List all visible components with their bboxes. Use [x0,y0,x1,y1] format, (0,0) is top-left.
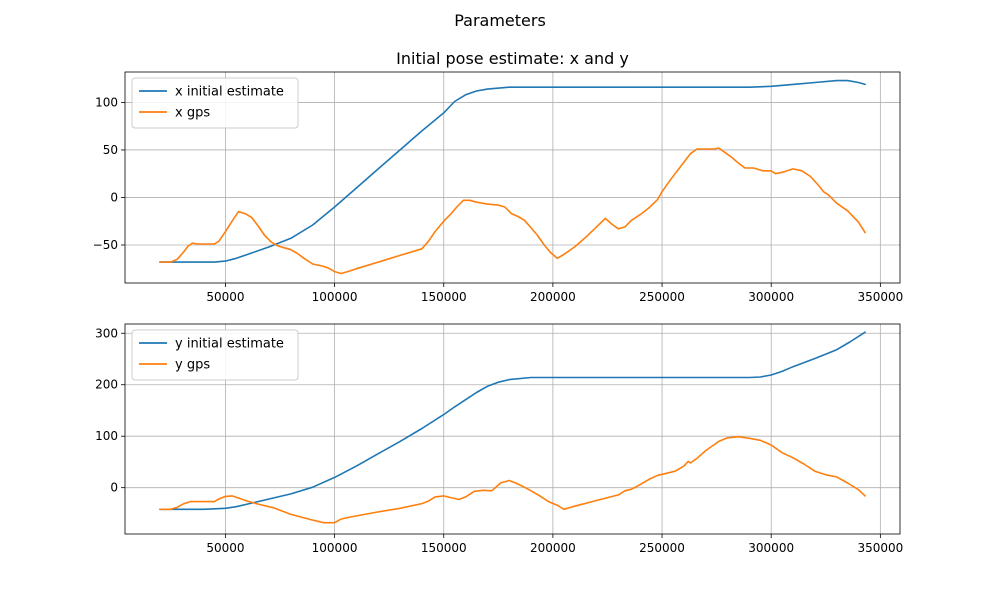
y-tick-label: 300 [95,326,118,340]
y-tick-label: 50 [103,143,118,157]
legend-label: y gps [175,358,210,373]
legend-label: x gps [175,106,210,121]
x-tick-label: 300000 [748,541,794,555]
x-tick-label: 200000 [530,541,576,555]
x-tick-label: 200000 [530,290,576,304]
axes-frame [124,323,901,535]
y-tick-label: 0 [110,190,118,204]
subplot-title: Initial pose estimate: x and y [396,49,629,68]
x-tick-label: 350000 [857,541,903,555]
y-tick-label: −50 [93,238,118,252]
y-tick-label: 0 [110,481,118,495]
legend-label: y initial estimate [175,337,284,352]
x-tick-label: 300000 [748,290,794,304]
legend: y initial estimate y gps [131,329,299,381]
x-tick-label: 50000 [206,541,244,555]
figure-suptitle: Parameters [454,11,546,30]
series-line-x-gps [159,147,866,275]
x-tick-label: 150000 [421,290,467,304]
series-line-x-initial-estimate [159,79,866,263]
y-tick-label: 100 [95,95,118,109]
x-tick-label: 100000 [312,541,358,555]
x-tick-label: 150000 [421,541,467,555]
axes-frame [124,71,901,284]
x-tick-label: 50000 [206,290,244,304]
series-line-y-gps [159,435,866,524]
x-tick-label: 250000 [639,541,685,555]
y-tick-label: 200 [95,378,118,392]
legend-label: x initial estimate [175,85,284,100]
legend-box [131,77,299,129]
x-tick-label: 350000 [857,290,903,304]
subplot-x-initial-pose: 50000 100000 150000 200000 250000 300000 35000… [93,49,904,304]
y-tick-label: 100 [95,429,118,443]
subplot-y-initial-pose: 50000 100000 150000 200000 250000 300000 35000… [95,323,903,555]
x-tick-label: 100000 [312,290,358,304]
x-tick-label: 250000 [639,290,685,304]
legend-box [131,329,299,381]
legend: x initial estimate x gps [131,77,299,129]
